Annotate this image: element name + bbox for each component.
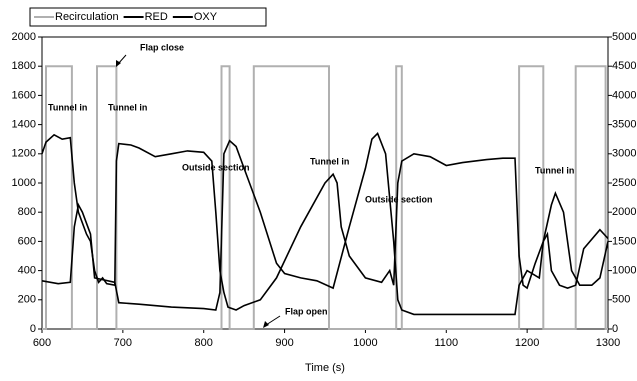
y2-tick-label: 1500 — [612, 235, 636, 247]
y-tick-label: 1800 — [12, 60, 36, 72]
legend-label: OXY — [194, 11, 218, 23]
annotation: Tunnel in — [535, 165, 574, 175]
annotation: Outside section — [365, 194, 433, 204]
x-tick-label: 700 — [114, 337, 132, 349]
x-tick-label: 800 — [195, 337, 213, 349]
x-tick-label: 1100 — [434, 337, 458, 349]
y-tick-label: 2000 — [12, 31, 36, 43]
y2-tick-label: 500 — [612, 294, 630, 306]
y-tick-label: 800 — [18, 206, 36, 218]
legend-box — [29, 7, 267, 27]
y-tick-label: 1600 — [12, 89, 36, 101]
x-tick-label: 1300 — [596, 337, 620, 349]
y2-tick-label: 1000 — [612, 265, 636, 277]
annotation: Outside section — [182, 162, 250, 172]
y-tick-label: 400 — [18, 265, 36, 277]
x-tick-label: 1000 — [353, 337, 377, 349]
y2-tick-label: 2500 — [612, 177, 636, 189]
series-line — [41, 133, 609, 311]
x-tick-label: 900 — [275, 337, 293, 349]
y-tick-label: 1000 — [12, 177, 36, 189]
annotation: Tunnel in — [310, 156, 349, 166]
annotation: Tunnel in — [108, 102, 147, 112]
annotation: Tunnel in — [48, 102, 87, 112]
annotation: Flap open — [285, 306, 328, 316]
arrow-head — [263, 321, 269, 328]
y-tick-label: 600 — [18, 235, 36, 247]
y2-tick-label: 4500 — [612, 60, 636, 72]
y2-tick-label: 3000 — [612, 148, 636, 160]
legend-label: RED — [145, 11, 168, 23]
annotation-arrow — [265, 315, 281, 326]
arrow-head — [116, 60, 121, 67]
y-tick-label: 200 — [18, 294, 36, 306]
y2-tick-label: 2000 — [612, 206, 636, 218]
series-line — [42, 65, 608, 330]
y2-tick-label: 4000 — [612, 89, 636, 101]
y2-tick-label: 0 — [612, 323, 618, 335]
annotation: Flap close — [140, 42, 184, 52]
y-tick-label: 0 — [30, 323, 36, 335]
x-axis-label: Time (s) — [305, 362, 345, 374]
y-tick-label: 1400 — [12, 119, 36, 131]
y2-tick-label: 3500 — [612, 119, 636, 131]
y-tick-label: 1200 — [12, 148, 36, 160]
legend-label: Recirculation — [55, 11, 119, 23]
x-tick-label: 1200 — [515, 337, 539, 349]
y2-tick-label: 5000 — [612, 31, 636, 43]
series-line — [41, 131, 609, 316]
x-tick-label: 600 — [33, 337, 51, 349]
